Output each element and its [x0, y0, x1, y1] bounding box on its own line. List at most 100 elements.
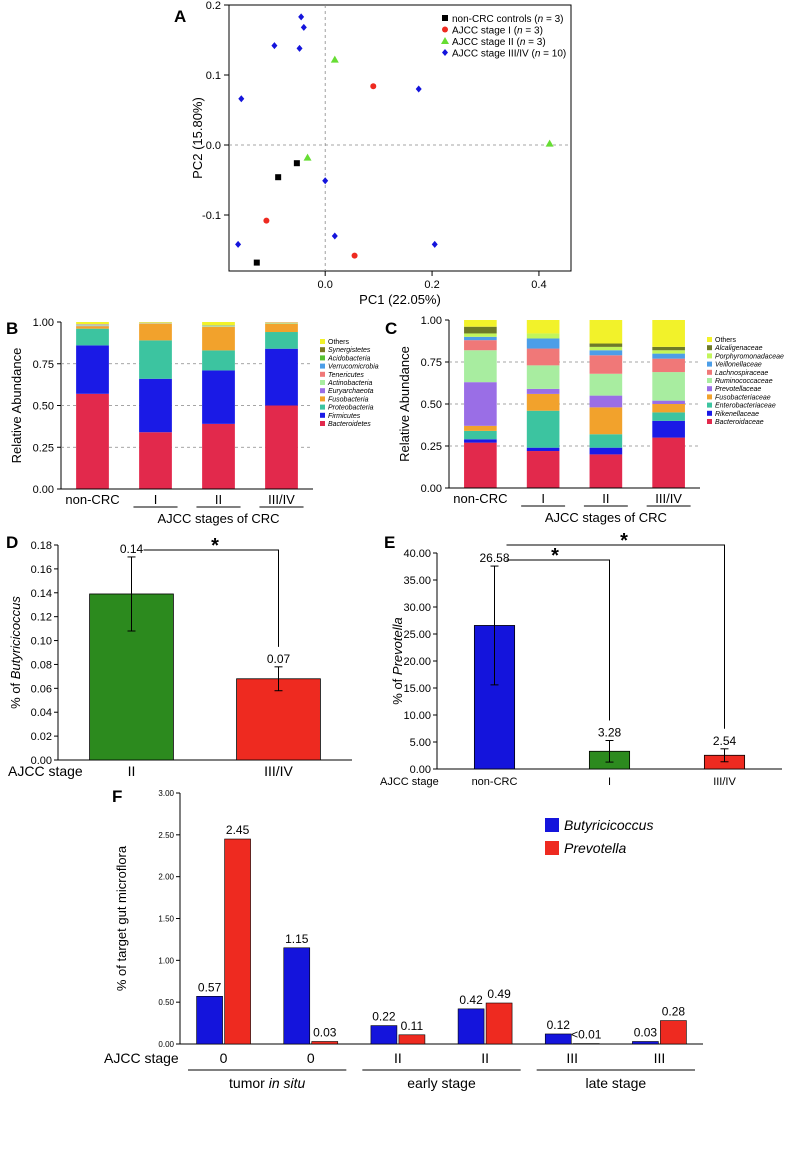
stack-segment — [139, 322, 172, 323]
legend-swatch — [707, 410, 712, 416]
data-point — [441, 37, 449, 44]
legend-label: Acidobacteria — [327, 355, 371, 362]
legend-swatch — [320, 412, 325, 418]
legend-swatch — [320, 396, 325, 402]
stack-segment — [652, 353, 685, 359]
y-tick-label: 0.2 — [206, 0, 221, 12]
category-label: III — [654, 1050, 666, 1066]
legend-label: Veillonellaceae — [715, 362, 762, 369]
stack-segment — [652, 350, 685, 354]
legend-swatch — [707, 369, 712, 375]
y-tick-label: 0.75 — [421, 357, 442, 369]
legend-label: Ruminococcaceae — [715, 378, 773, 385]
stack-segment — [526, 410, 560, 448]
stack-segment — [139, 323, 172, 324]
value-label: 0.22 — [372, 1010, 396, 1024]
data-point — [263, 217, 270, 224]
stack-segment — [464, 320, 497, 327]
significance-star: * — [211, 535, 219, 557]
data-point — [431, 240, 438, 248]
category-label: I — [541, 491, 545, 506]
stack-segment — [139, 432, 172, 489]
y-tick-label: 0.1 — [206, 70, 221, 82]
stack-segment — [202, 322, 235, 326]
stack-segment — [265, 405, 298, 489]
data-point — [238, 95, 245, 103]
significance-bracket — [506, 559, 610, 721]
data-point — [331, 232, 338, 240]
significance-star: * — [551, 545, 559, 567]
stack-segment — [526, 447, 560, 452]
legend-label: Synergistetes — [328, 347, 371, 354]
value-label: 2.45 — [226, 823, 250, 837]
legend-swatch — [320, 363, 325, 369]
y-tick-label: 0.00 — [33, 484, 54, 496]
y-tick-label: 0.08 — [31, 659, 52, 671]
data-point — [545, 139, 554, 147]
legend-swatch — [320, 355, 325, 361]
stack-segment — [76, 324, 109, 326]
prevotella-bar-chart: 0.00 5.00 10.00 15.00 20.00 25.00 30.00 35.00 40… — [380, 530, 782, 788]
y-axis-title: % of Prevotella — [390, 617, 405, 704]
x-axis-title: AJCC stages of CRC — [157, 511, 279, 526]
category-label: II — [215, 492, 222, 507]
panel-label-b: B — [6, 319, 18, 338]
stack-segment — [202, 350, 235, 371]
legend-label: Lachnospiraceae — [715, 370, 768, 377]
x-tick-label: 0.0 — [318, 279, 333, 291]
significance-bracket — [506, 544, 725, 729]
category-label: III/IV — [264, 763, 293, 779]
category-label: I — [608, 776, 611, 788]
y-tick-label: 2.50 — [158, 831, 174, 840]
stack-segment — [589, 343, 623, 347]
legend-swatch — [320, 371, 325, 377]
y-tick-label: 0.75 — [33, 359, 54, 371]
legend-entry: AJCC stage I (n = 3) — [452, 26, 543, 37]
stack-segment — [76, 326, 109, 329]
stack-segment — [76, 322, 109, 325]
y-tick-label: 0.25 — [421, 441, 442, 453]
stack-segment — [652, 320, 685, 347]
x-tick-label: 0.4 — [531, 279, 546, 291]
legend-swatch — [545, 818, 559, 832]
y-tick-label: 2.00 — [158, 873, 174, 882]
stack-segment — [526, 333, 560, 339]
stack-segment — [652, 404, 685, 413]
panel-label-a: A — [174, 7, 186, 26]
y-tick-label: 1.00 — [33, 317, 54, 329]
data-point — [370, 83, 377, 90]
stack-segment — [464, 430, 497, 440]
stack-segment — [589, 346, 623, 351]
stack-segment — [464, 442, 497, 488]
data-point — [253, 259, 260, 266]
value-label: 2.54 — [713, 734, 737, 748]
bar — [196, 996, 223, 1045]
legend-swatch — [320, 380, 325, 385]
y-tick-label: 5.00 — [410, 737, 431, 749]
x-category-title: AJCC stage — [8, 763, 83, 779]
y-tick-label: 0.12 — [31, 612, 52, 624]
stack-segment — [464, 350, 497, 383]
y-tick-label: 1.50 — [158, 915, 174, 924]
stack-segment — [139, 323, 172, 341]
legend-label: Prevotellaceae — [715, 386, 761, 393]
legend-entry: AJCC stage II (n = 3) — [452, 37, 546, 48]
stack-segment — [589, 355, 623, 374]
y-axis-title: Relative Abundance — [9, 348, 24, 464]
legend-swatch — [707, 337, 712, 342]
stack-segment — [526, 388, 560, 394]
value-label: 3.28 — [598, 725, 622, 739]
stack-segment — [202, 370, 235, 424]
value-label: 0.07 — [267, 652, 291, 666]
stack-segment — [652, 412, 685, 421]
bar — [224, 838, 251, 1045]
bar — [283, 947, 311, 1045]
stack-segment — [589, 395, 623, 408]
legend-label: Tenericutes — [328, 372, 364, 379]
y-axis-title: PC2 (15.80%) — [190, 97, 205, 179]
stack-segment — [76, 345, 109, 394]
value-label: 26.58 — [479, 551, 509, 565]
bar — [398, 1034, 426, 1045]
